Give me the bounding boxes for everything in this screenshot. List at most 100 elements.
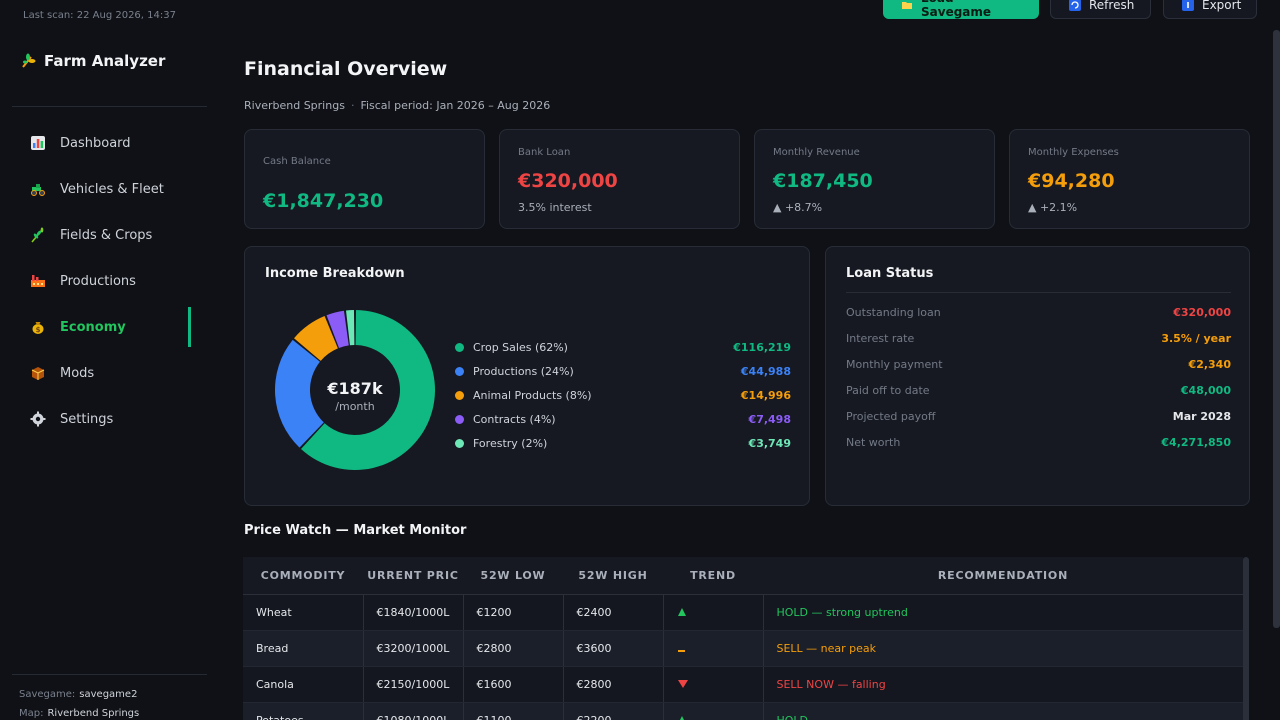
refresh-button[interactable]: Refresh [1050,0,1151,19]
trend-cell [663,666,764,703]
money-bag-icon: $ [30,319,46,335]
legend-dot [455,390,464,400]
page-scrollbar[interactable] [1273,30,1280,628]
legend-value: €7,498 [748,412,791,426]
loan-row: Net worth €4,271,850 [846,429,1231,455]
income-breakdown-card: Income Breakdown €187k /month Crop Sales… [244,246,810,506]
kpi-label: Monthly Revenue [773,147,860,158]
savegame-info: Savegame: savegame2 [19,689,137,700]
sidebar-item-dashboard[interactable]: Dashboard [0,120,220,166]
loan-row: Outstanding loan €320,000 [846,299,1231,325]
folder-icon [901,0,913,11]
load-savegame-button[interactable]: Load Savegame [883,0,1039,19]
kpi-value: €187,450 [773,170,873,192]
sidebar-item-mods[interactable]: Mods [0,350,220,396]
kpi-note: ▲ +2.1% [1028,201,1078,214]
savegame-label: Savegame: [19,689,76,700]
trend-up-icon [677,715,686,720]
subtitle-separator: · [350,99,355,112]
trend-cell [663,630,764,667]
legend-dot [455,342,464,352]
sidebar-item-vehicles[interactable]: Vehicles & Fleet [0,166,220,212]
loan-value: 3.5% / year [1161,331,1231,345]
table-row[interactable]: Potatoes €1080/1000L €1100 €2200 HOLD [243,702,1243,720]
kpi-card-cash: Cash Balance €1,847,230 [244,129,485,229]
low-cell: €1200 [463,594,564,631]
sidebar-divider [12,106,207,107]
donut-segment-1 [275,339,324,448]
loan-row: Paid off to date €48,000 [846,377,1231,403]
low-cell: €2800 [463,630,564,667]
page-title: Financial Overview [244,58,448,80]
app-brand[interactable]: Farm Analyzer [20,52,165,70]
legend-value: €14,996 [740,388,791,402]
kpi-value: €94,280 [1028,170,1115,192]
kpi-value: €1,847,230 [263,190,384,212]
high-cell: €3600 [563,630,664,667]
loan-label: Outstanding loan [846,305,941,319]
export-icon [1182,0,1194,11]
legend-dot [455,438,464,448]
map-info: Map: Riverbend Springs [19,708,139,719]
loan-value: €48,000 [1180,383,1231,397]
column-header[interactable]: COMMODITY [243,557,363,595]
export-button[interactable]: Export [1163,0,1257,19]
current-price-cell: €1840/1000L [363,594,464,631]
kpi-card-expenses: Monthly Expenses €94,280 ▲ +2.1% [1009,129,1250,229]
legend-label: Contracts (4%) [473,412,556,426]
donut-segment-3 [326,310,349,348]
column-header[interactable]: RECOMMENDATION [763,557,1243,595]
legend-label: Animal Products (8%) [473,388,592,402]
table-row[interactable]: Canola €2150/1000L €1600 €2800 SELL NOW … [243,666,1243,703]
loan-label: Paid off to date [846,383,930,397]
column-header[interactable]: URRENT PRIC [363,557,463,595]
crop-icon [30,227,46,243]
trend-cell [663,594,764,631]
table-row[interactable]: Bread €3200/1000L €2800 €3600 SELL — nea… [243,630,1243,667]
legend-item: Animal Products (8%) €14,996 [455,383,791,407]
trend-up-icon [677,607,686,616]
loan-value: Mar 2028 [1172,409,1231,423]
sidebar-item-economy[interactable]: $ Economy [0,304,220,350]
donut-segment-0 [301,310,435,470]
loan-label: Projected payoff [846,409,936,423]
loan-label: Net worth [846,435,901,449]
commodity-cell: Canola [243,666,364,703]
kpi-label: Monthly Expenses [1028,147,1119,158]
commodity-cell: Potatoes [243,702,364,720]
sidebar-item-productions[interactable]: Productions [0,258,220,304]
donut-center-sub: /month [335,400,374,413]
column-header[interactable]: 52W HIGH [563,557,663,595]
legend-label: Productions (24%) [473,364,574,378]
map-value: Riverbend Springs [47,708,140,719]
refresh-icon [1069,0,1081,11]
kpi-label: Bank Loan [518,147,571,158]
card-title: Income Breakdown [265,266,405,281]
load-savegame-label: Load Savegame [921,0,992,19]
table-row[interactable]: Wheat €1840/1000L €1200 €2400 HOLD — str… [243,594,1243,631]
loan-label: Interest rate [846,331,915,345]
map-label: Map: [19,708,44,719]
trend-down-icon [677,679,688,688]
sidebar-item-label: Economy [60,319,126,335]
high-cell: €2400 [563,594,664,631]
gear-icon [30,411,46,427]
column-header[interactable]: 52W LOW [463,557,563,595]
sidebar-item-settings[interactable]: Settings [0,396,220,442]
donut-hole [311,346,399,434]
svg-text:$: $ [36,326,41,334]
loan-value: €320,000 [1173,305,1231,319]
high-cell: €2800 [563,666,664,703]
farm-name: Riverbend Springs [244,99,345,112]
table-scrollbar[interactable] [1243,557,1249,720]
column-header[interactable]: TREND [663,557,763,595]
legend-dot [455,366,464,376]
loan-row: Monthly payment €2,340 [846,351,1231,377]
last-scan-text: Last scan: 22 Aug 2026, 14:37 [23,10,176,21]
legend-value: €116,219 [733,340,791,354]
market-table-container: COMMODITY URRENT PRIC 52W LOW 52W HIGH T… [243,557,1243,720]
sidebar-item-fields[interactable]: Fields & Crops [0,212,220,258]
current-price-cell: €1080/1000L [363,702,464,720]
loan-row: Projected payoff Mar 2028 [846,403,1231,429]
